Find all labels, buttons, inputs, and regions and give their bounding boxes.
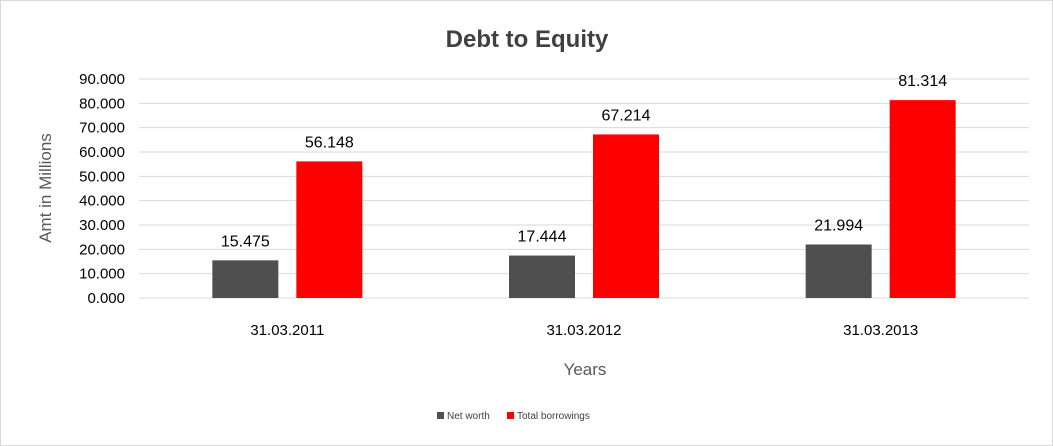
legend-label: Net worth [447, 411, 490, 422]
data-label: 81.314 [898, 73, 947, 90]
data-label: 17.444 [518, 229, 567, 246]
bar-net-worth [212, 260, 279, 298]
legend-swatch [507, 412, 514, 419]
bar-total-borrowings [593, 134, 659, 298]
y-tick-label: 60.000 [79, 144, 125, 161]
y-tick-label: 10.000 [79, 266, 125, 283]
y-tick-label: 90.000 [79, 71, 125, 88]
x-axis-ticks: 31.03.2011 31.03.2012 31.03.2013 [250, 322, 918, 339]
y-tick-label: 30.000 [79, 217, 125, 234]
y-tick-label: 40.000 [79, 193, 125, 210]
x-tick-label: 31.03.2013 [843, 322, 918, 339]
data-label: 56.148 [305, 134, 354, 151]
data-labels: 15.475 56.148 17.444 67.214 21.994 81.314 [221, 73, 947, 250]
y-tick-label: 20.000 [79, 241, 125, 258]
legend-label: Total borrowings [517, 411, 590, 422]
bars [212, 100, 956, 299]
y-tick-label: 70.000 [79, 120, 125, 137]
gridlines [139, 78, 1029, 299]
bar-total-borrowings [889, 100, 956, 299]
y-tick-label: 50.000 [79, 168, 125, 185]
chart-title: Debt to Equity [446, 26, 609, 53]
data-label: 15.475 [221, 233, 270, 250]
data-label: 21.994 [814, 217, 863, 234]
bar-net-worth [805, 244, 872, 298]
legend-swatch [437, 412, 444, 419]
y-tick-label: 0.000 [87, 290, 125, 307]
data-label: 67.214 [602, 107, 651, 124]
legend: Net worth Total borrowings [437, 411, 590, 422]
bar-net-worth [509, 255, 575, 298]
y-axis-title: Amt in Millions [36, 133, 55, 243]
x-tick-label: 31.03.2011 [250, 322, 324, 339]
y-axis-ticks: 0.000 10.000 20.000 30.000 40.000 50.000 60.00… [79, 71, 125, 307]
y-tick-label: 80.000 [79, 95, 125, 112]
x-tick-label: 31.03.2012 [546, 322, 621, 339]
x-axis-title: Years [564, 360, 607, 379]
bar-total-borrowings [296, 161, 363, 298]
